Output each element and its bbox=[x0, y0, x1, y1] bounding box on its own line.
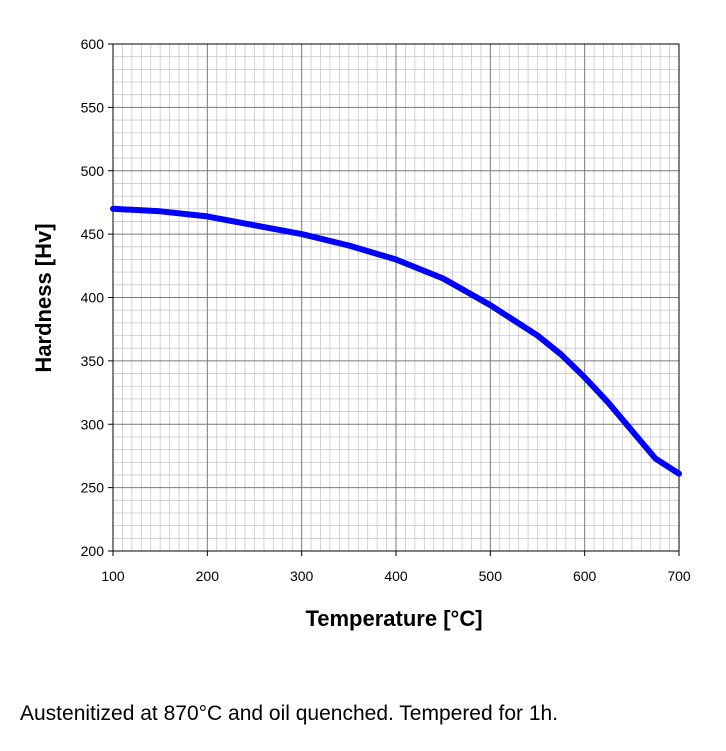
y-tick-label: 500 bbox=[81, 163, 105, 179]
x-axis-title: Temperature [°C] bbox=[305, 606, 482, 631]
y-tick-label: 200 bbox=[81, 543, 105, 559]
major-gridlines bbox=[113, 44, 679, 551]
y-tick-label: 400 bbox=[81, 290, 105, 306]
y-tick-label: 250 bbox=[81, 480, 105, 496]
hardness-series-line bbox=[110, 205, 682, 477]
y-tick-label: 550 bbox=[81, 99, 105, 115]
x-tick-label: 700 bbox=[667, 568, 691, 584]
x-tick-label: 200 bbox=[196, 568, 220, 584]
y-axis-title: Hardness [Hv] bbox=[31, 223, 56, 372]
y-tick-label: 450 bbox=[81, 226, 105, 242]
chart-caption: Austenitized at 870°C and oil quenched. … bbox=[20, 702, 559, 725]
x-tick-label: 400 bbox=[384, 568, 408, 584]
y-tick-label: 600 bbox=[81, 36, 105, 52]
hardness-chart: 100 200 300 400 500 600 700 200 250 300 350 400 450… bbox=[31, 36, 691, 631]
y-tick-label: 350 bbox=[81, 353, 105, 369]
series-layer bbox=[110, 205, 682, 477]
x-axis-ticks: 100 200 300 400 500 600 700 bbox=[101, 551, 691, 584]
x-tick-label: 500 bbox=[479, 568, 503, 584]
x-tick-label: 600 bbox=[573, 568, 597, 584]
x-tick-label: 300 bbox=[290, 568, 314, 584]
y-tick-label: 300 bbox=[81, 416, 105, 432]
y-axis-ticks: 200 250 300 350 400 450 500 550 600 bbox=[81, 36, 113, 559]
x-tick-label: 100 bbox=[101, 568, 125, 584]
